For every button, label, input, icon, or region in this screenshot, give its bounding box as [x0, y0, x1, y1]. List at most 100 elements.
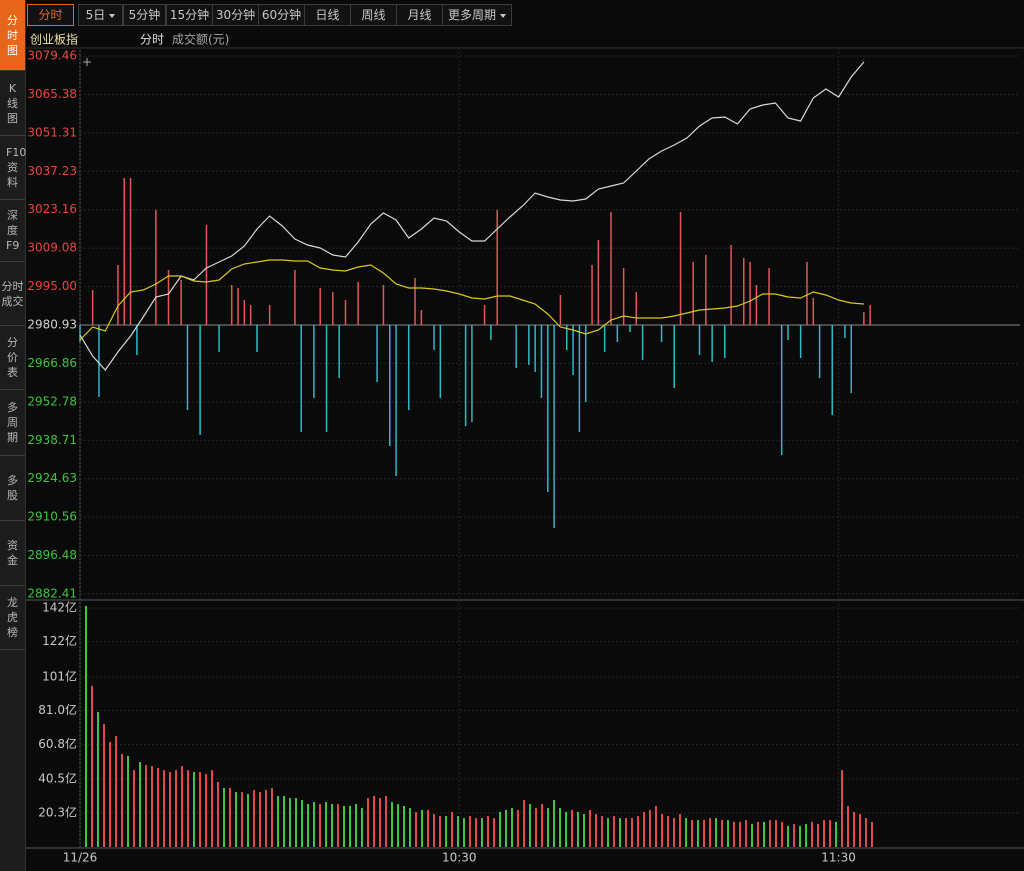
volume-bar — [439, 816, 441, 847]
sidebar-tab[interactable]: 资金 — [0, 521, 25, 586]
y-tick-label: 101亿 — [42, 669, 77, 684]
y-tick-label: 142亿 — [42, 600, 77, 615]
y-tick-label: 3037.23 — [27, 164, 77, 178]
sidebar-tab[interactable]: 多股 — [0, 456, 25, 521]
y-tick-label: 20.3亿 — [38, 804, 77, 819]
sidebar-tab[interactable]: K线图 — [0, 71, 25, 136]
volume-bar — [535, 807, 537, 847]
y-tick-label: 2896.48 — [27, 548, 77, 562]
sidebar-tab[interactable]: 多周期 — [0, 390, 25, 456]
sidebar-tab[interactable]: F10资料 — [0, 136, 26, 200]
sidebar: 分时图 K线图 F10资料 深度F9 分时成交 分价表 多周期 多股 资金 龙虎… — [0, 0, 26, 871]
sidebar-tab[interactable]: 龙虎榜 — [0, 586, 25, 650]
y-tick-label: 3009.08 — [27, 241, 77, 255]
volume-bar — [715, 818, 717, 847]
volume-bar — [691, 820, 693, 847]
volume-bar — [235, 791, 237, 847]
volume-bar — [145, 765, 147, 847]
volume-bar — [667, 816, 669, 847]
y-tick-label: 3023.16 — [27, 202, 77, 216]
volume-bar — [211, 770, 213, 847]
volume-bar — [835, 821, 837, 847]
toolbar-tab[interactable]: 分时 — [27, 4, 74, 26]
volume-bar — [295, 798, 297, 847]
tab-label: 分时图 — [7, 13, 18, 57]
volume-bar — [829, 820, 831, 847]
volume-bar — [103, 723, 105, 847]
volume-bar — [601, 816, 603, 847]
tab-label: 日线 — [315, 8, 340, 22]
volume-bar — [97, 712, 99, 847]
volume-bar — [805, 823, 807, 847]
volume-bar — [571, 809, 573, 847]
volume-bar — [229, 787, 231, 847]
tab-label: 分时成交 — [1, 279, 24, 308]
y-tick-label: 40.5亿 — [38, 770, 77, 785]
volume-bar — [793, 823, 795, 847]
toolbar-tab[interactable]: 周线 — [350, 4, 397, 26]
volume-bar — [799, 825, 801, 847]
toolbar-tab[interactable]: 60分钟 — [258, 4, 305, 26]
volume-bar — [331, 804, 333, 847]
volume-bar — [493, 818, 495, 847]
y-tick-label: 2910.56 — [27, 510, 77, 524]
volume-bar — [181, 766, 183, 847]
volume-bar — [349, 805, 351, 847]
y-tick-label: 2980.93 — [27, 318, 77, 332]
volume-bar — [289, 798, 291, 847]
tab-label: 5分钟 — [128, 8, 161, 22]
volume-bar — [115, 736, 117, 847]
volume-bar — [253, 789, 255, 847]
toolbar-tab[interactable]: 5日 — [78, 4, 123, 26]
volume-bar — [583, 814, 585, 847]
volume-bar — [727, 820, 729, 847]
volume-bar — [751, 823, 753, 847]
volume-bar — [559, 807, 561, 847]
volume-bar — [523, 800, 525, 847]
toolbar-tab[interactable]: 月线 — [396, 4, 443, 26]
volume-bar — [541, 804, 543, 847]
volume-bar — [661, 814, 663, 847]
tab-label: 多周期 — [7, 401, 18, 444]
tab-label: 30分钟 — [215, 8, 256, 22]
volume-bar — [781, 821, 783, 847]
sidebar-tab[interactable]: 分价表 — [0, 326, 25, 390]
volume-bar — [445, 816, 447, 847]
toolbar-tab[interactable]: 30分钟 — [212, 4, 259, 26]
volume-bar — [769, 820, 771, 847]
volume-bar — [607, 818, 609, 847]
volume-bar — [187, 770, 189, 847]
legend-volume: 成交额(元) — [172, 32, 229, 47]
volume-bar — [313, 802, 315, 847]
volume-bar — [709, 818, 711, 847]
volume-bar — [91, 685, 93, 847]
toolbar-tab[interactable]: 更多周期 — [442, 4, 512, 26]
toolbar-tab[interactable]: 15分钟 — [166, 4, 213, 26]
volume-bar — [529, 804, 531, 847]
sidebar-tab[interactable]: 分时图 — [0, 0, 25, 71]
volume-bar — [613, 816, 615, 847]
volume-bar — [271, 787, 273, 847]
volume-bar — [865, 818, 867, 847]
volume-bar — [619, 818, 621, 847]
volume-bar — [823, 820, 825, 847]
volume-bar — [85, 605, 87, 847]
volume-bar — [193, 771, 195, 847]
sidebar-tab[interactable]: 深度F9 — [0, 200, 25, 262]
volume-bar — [343, 805, 345, 847]
y-tick-label: 122亿 — [42, 633, 77, 648]
toolbar-tab[interactable]: 日线 — [304, 4, 351, 26]
volume-bar — [391, 802, 393, 847]
y-tick-label: 60.8亿 — [38, 736, 77, 751]
volume-bar — [355, 804, 357, 847]
volume-bar — [841, 770, 843, 847]
volume-bar — [847, 805, 849, 847]
volume-bar — [457, 816, 459, 847]
volume-bar — [547, 807, 549, 847]
volume-bar — [853, 811, 855, 847]
sidebar-tab[interactable]: 分时成交 — [0, 262, 25, 326]
volume-bar — [859, 814, 861, 847]
volume-bar — [217, 782, 219, 847]
toolbar-tab[interactable]: 5分钟 — [123, 4, 166, 26]
volume-bar — [139, 762, 141, 847]
